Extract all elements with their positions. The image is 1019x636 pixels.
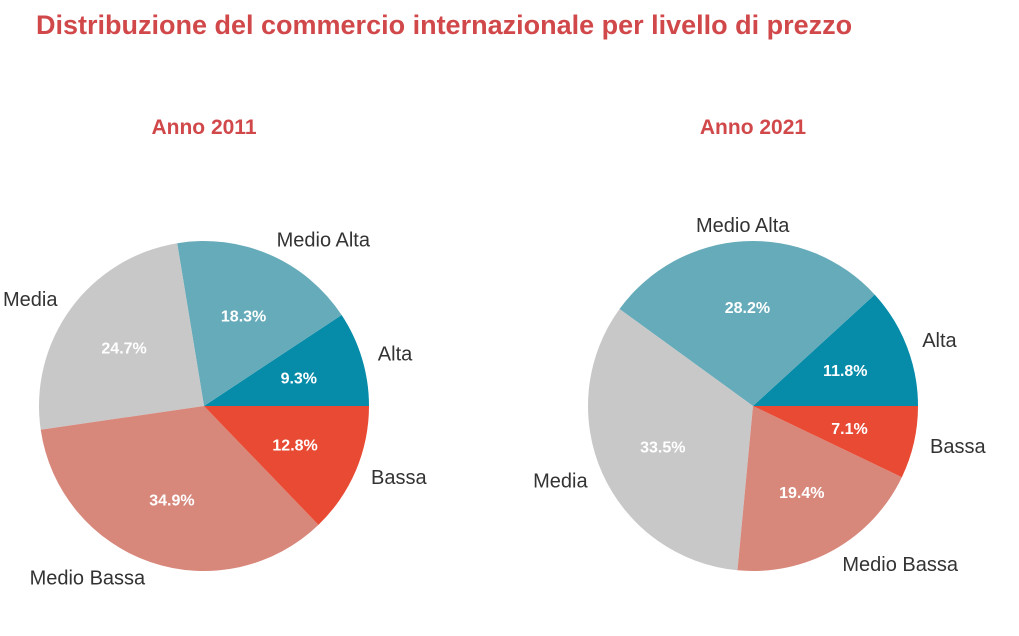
slice-category-label: Medio Alta (696, 215, 790, 237)
pie-slice-medio-bassa (40, 406, 319, 571)
pie-slice-alta (753, 294, 918, 406)
pie-chart-2021: Anno 2021 11.8% Alta 28.2% Medio Alta 33.5% Me… (533, 116, 986, 576)
page-title: Distribuzione del commercio internaziona… (36, 10, 853, 40)
pie-slice-medio-bassa (737, 406, 902, 572)
slice-value-label: 33.5% (640, 440, 685, 457)
slice-category-label: Media (3, 289, 58, 311)
pie-slice-bassa (204, 406, 369, 525)
chart-title: Anno 2011 (151, 116, 256, 139)
slice-category-label: Medio Bassa (30, 568, 146, 590)
pie-slice-medio-alta (619, 241, 875, 406)
slice-value-label: 19.4% (779, 485, 824, 502)
slice-category-label: Alta (378, 344, 413, 366)
slice-category-label: Bassa (371, 467, 427, 489)
pie-slice-media (587, 309, 753, 571)
slice-value-label: 7.1% (831, 421, 867, 438)
pie-slice-bassa (753, 406, 918, 478)
pie-slice-alta (204, 314, 369, 406)
slice-category-label: Medio Alta (277, 230, 371, 252)
slice-value-label: 18.3% (221, 308, 266, 325)
slice-category-label: Alta (922, 330, 957, 352)
slice-value-label: 12.8% (272, 438, 317, 455)
slice-value-label: 24.7% (101, 341, 146, 358)
slice-category-label: Media (533, 471, 588, 493)
slice-value-label: 34.9% (149, 493, 194, 510)
slice-category-label: Medio Bassa (842, 554, 958, 576)
chart-title: Anno 2021 (700, 116, 807, 139)
pie-slice-media (39, 243, 204, 430)
slice-value-label: 11.8% (823, 363, 867, 380)
pie-slice-medio-alta (177, 241, 342, 406)
slice-value-label: 28.2% (725, 300, 770, 317)
slice-value-label: 9.3% (281, 371, 317, 388)
pie-chart-2011: Anno 2011 9.3% Alta 18.3% Medio Alta 24.7% Med… (3, 116, 427, 590)
slice-category-label: Bassa (930, 436, 986, 458)
